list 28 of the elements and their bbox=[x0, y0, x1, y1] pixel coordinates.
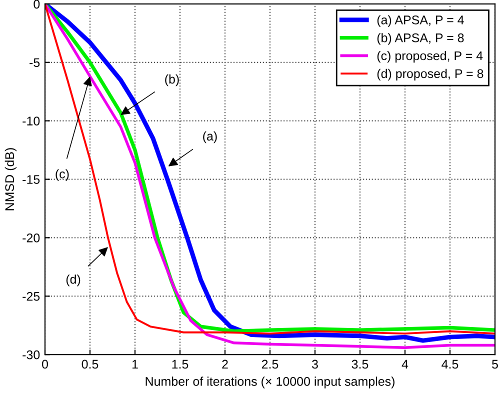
y-tick-label: -5 bbox=[30, 58, 40, 68]
y-tick-label: 0 bbox=[34, 0, 40, 9]
x-tick-label: 5 bbox=[492, 360, 498, 369]
y-axis-title: NMSD (dB) bbox=[4, 148, 17, 210]
x-tick-label: 0.5 bbox=[82, 360, 98, 369]
x-tick-label: 4 bbox=[402, 360, 408, 369]
x-tick-label: 1.5 bbox=[172, 360, 188, 369]
x-axis-title: Number of iterations (× 10000 input samples) bbox=[146, 376, 394, 388]
legend-label: (d) proposed, P = 8 bbox=[377, 68, 484, 81]
annotation: (a) bbox=[203, 131, 217, 144]
legend-label: (b) APSA, P = 8 bbox=[377, 33, 464, 45]
y-tick-label: -30 bbox=[22, 350, 40, 360]
y-tick-label: -15 bbox=[22, 175, 40, 184]
y-tick-label: -25 bbox=[22, 292, 40, 301]
legend-label: (a) APSA, P = 4 bbox=[377, 15, 464, 27]
x-tick-label: 1 bbox=[132, 360, 138, 369]
x-tick-label: 3 bbox=[312, 360, 318, 369]
x-tick-label: 3.5 bbox=[352, 360, 368, 369]
x-tick-label: 2.5 bbox=[262, 360, 278, 369]
y-tick-label: -20 bbox=[22, 234, 40, 242]
annotation: (b) bbox=[165, 74, 179, 86]
legend-label: (c) proposed, P = 4 bbox=[377, 50, 483, 63]
y-tick-label: -10 bbox=[22, 116, 40, 126]
annotation: (d) bbox=[66, 274, 80, 286]
annotation: (c) bbox=[56, 169, 69, 181]
x-tick-label: 0 bbox=[42, 360, 48, 369]
x-tick-label: 2 bbox=[222, 360, 228, 369]
x-tick-label: 4.5 bbox=[442, 360, 458, 369]
